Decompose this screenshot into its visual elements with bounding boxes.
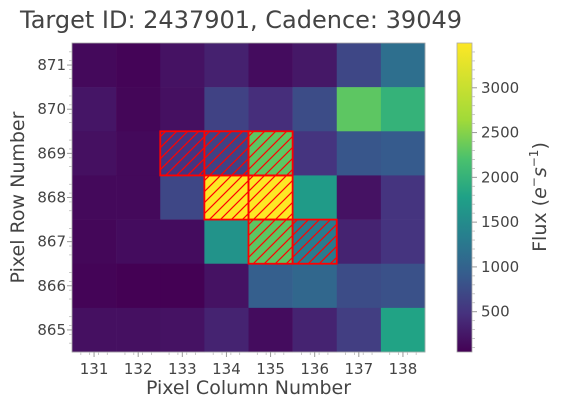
heatmap-cell	[160, 175, 205, 220]
heatmap-cell	[116, 219, 161, 265]
heatmap-cell	[336, 131, 382, 176]
y-axis-label: Pixel Row Number	[7, 111, 29, 283]
aperture-mask	[159, 130, 338, 265]
heatmap-cell	[248, 307, 293, 353]
heatmap-cell	[204, 43, 249, 88]
heatmap-cell	[116, 263, 161, 309]
heatmap-cell	[116, 175, 161, 220]
heatmap-cell	[72, 175, 117, 220]
x-tick-label: 136	[300, 360, 329, 378]
x-tick-label: 132	[124, 360, 153, 378]
heatmap-cell	[380, 263, 426, 309]
heatmap-cell	[292, 307, 338, 353]
y-tick-label: 871	[37, 56, 66, 74]
heatmap-cell	[380, 175, 426, 220]
x-tick-label: 135	[256, 360, 285, 378]
x-tick-label: 137	[344, 360, 373, 378]
y-tick-label: 867	[37, 233, 66, 251]
heatmap-cell	[380, 87, 426, 132]
colorbar-tick-label: 1000	[481, 258, 519, 276]
heatmap-cell	[116, 43, 161, 88]
heatmap-cell	[380, 219, 426, 265]
heatmap-cell	[336, 43, 382, 88]
x-tick-label: 138	[389, 360, 418, 378]
mask-pixel	[247, 218, 294, 265]
heatmap-cell	[204, 263, 249, 309]
x-tick-label: 133	[168, 360, 197, 378]
mask-pixel	[203, 174, 250, 221]
heatmap-cell	[292, 87, 338, 132]
mask-pixel	[291, 218, 338, 265]
heatmap-cell	[160, 219, 205, 265]
y-tick-label: 869	[37, 144, 66, 162]
x-tick-label: 131	[80, 360, 109, 378]
heatmap-cell	[72, 87, 117, 132]
x-axis-label: Pixel Column Number	[146, 377, 351, 399]
heatmap-cell	[292, 175, 338, 220]
heatmap-cell	[72, 219, 117, 265]
heatmap-cell	[204, 87, 249, 132]
y-tick-label: 866	[37, 277, 66, 295]
colorbar-tick-label: 2500	[481, 124, 519, 142]
heatmap-cell	[380, 43, 426, 88]
heatmap-cell	[160, 87, 205, 132]
heatmap-cell	[204, 219, 249, 265]
y-tick-label: 865	[37, 321, 66, 339]
y-axis-ticks: 871 870 869 868 867 866 865	[37, 51, 72, 344]
colorbar-ticks: 500 1000 1500 2000 2500 3000	[472, 51, 519, 348]
colorbar-tick-label: 2000	[481, 168, 519, 186]
colorbar-label: Flux (e−s−1)	[527, 142, 551, 252]
heatmap-cell	[336, 87, 382, 132]
x-axis-ticks: 131 132 133 134 135 136 137 138	[80, 352, 418, 378]
heatmap-cell	[160, 263, 205, 309]
heatmap-cell	[116, 131, 161, 176]
heatmap-cell	[248, 263, 293, 309]
heatmap-cell	[72, 263, 117, 309]
colorbar-tick-label: 1500	[481, 213, 519, 231]
mask-pixel	[247, 130, 294, 177]
mask-pixel	[159, 130, 206, 177]
heatmap-cell	[336, 307, 382, 353]
colorbar-tick-label: 3000	[481, 79, 519, 97]
heatmap-cell	[248, 87, 293, 132]
y-tick-label: 868	[37, 189, 66, 207]
heatmap-cell	[116, 87, 161, 132]
heatmap-cell	[116, 307, 161, 353]
heatmap-cell	[204, 307, 249, 353]
heatmap-cell	[336, 263, 382, 309]
chart-title: Target ID: 2437901, Cadence: 39049	[19, 6, 462, 34]
colorbar-tick-label: 500	[481, 303, 510, 321]
x-tick-label: 134	[212, 360, 241, 378]
colorbar	[456, 42, 473, 353]
y-tick-label: 870	[37, 100, 66, 118]
heatmap-cell	[248, 43, 293, 88]
heatmap-cell	[292, 263, 338, 309]
heatmap-cell	[380, 307, 426, 353]
heatmap-cell	[72, 131, 117, 176]
heatmap-cell	[72, 307, 117, 353]
heatmap-cell	[380, 131, 426, 176]
mask-pixel	[203, 130, 250, 177]
mask-pixel	[247, 174, 294, 221]
heatmap-cell	[72, 43, 117, 88]
heatmap-cell	[292, 43, 338, 88]
heatmap-cell	[336, 175, 382, 220]
heatmap-cell	[160, 43, 205, 88]
heatmap-cell	[292, 131, 338, 176]
heatmap-cell	[336, 219, 382, 265]
heatmap-cell	[160, 307, 205, 353]
heatmap-cells	[72, 43, 426, 353]
